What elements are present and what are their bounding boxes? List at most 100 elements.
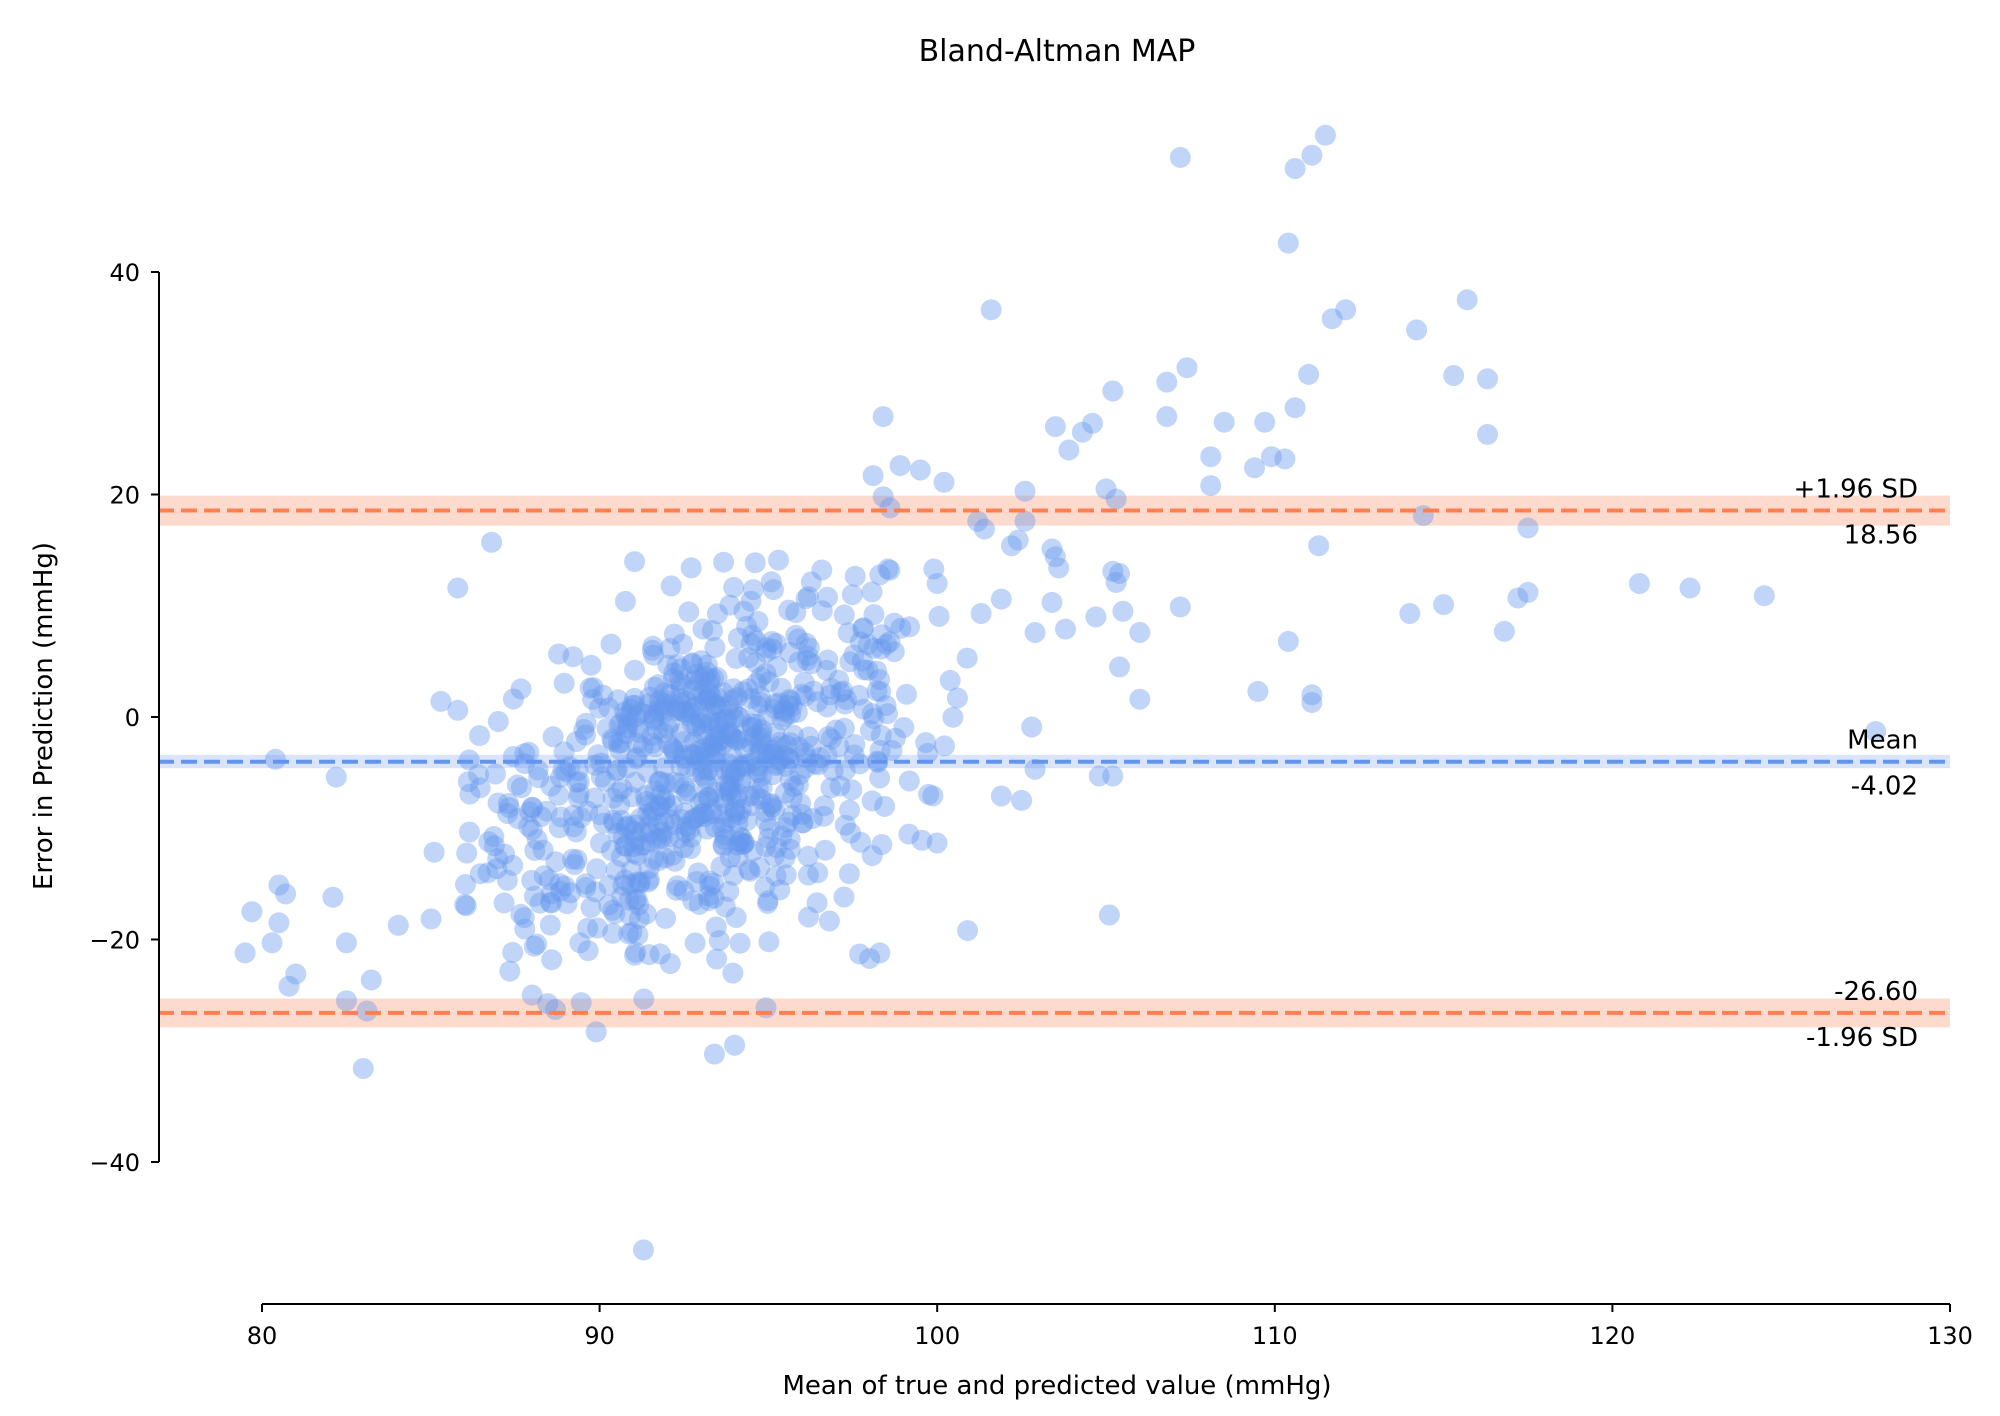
data-point — [761, 743, 783, 765]
data-point — [1679, 577, 1701, 599]
data-point — [764, 722, 786, 744]
data-point — [643, 707, 665, 729]
data-point — [469, 725, 490, 747]
data-point — [881, 739, 903, 761]
data-point — [872, 406, 894, 428]
data-point — [721, 726, 743, 748]
data-point — [630, 834, 652, 856]
data-point — [763, 579, 784, 601]
data-point — [771, 825, 793, 847]
data-point — [723, 707, 745, 729]
data-point — [689, 792, 711, 814]
data-point — [692, 618, 714, 640]
data-point — [638, 869, 660, 891]
data-point — [1105, 571, 1127, 593]
data-point — [598, 894, 620, 916]
data-point — [624, 551, 646, 573]
data-point — [730, 772, 752, 794]
data-point — [758, 931, 780, 953]
data-point — [861, 703, 883, 724]
data-point — [682, 890, 704, 912]
data-point — [750, 686, 771, 708]
data-point — [801, 653, 823, 675]
data-point — [659, 638, 681, 659]
data-point — [663, 623, 685, 645]
data-point — [624, 659, 646, 681]
data-point — [820, 728, 842, 750]
data-point — [615, 723, 637, 745]
data-point — [800, 571, 822, 593]
data-point — [680, 838, 702, 859]
data-point — [241, 901, 263, 923]
data-point — [761, 793, 783, 815]
data-point — [542, 726, 564, 748]
data-point — [554, 875, 576, 897]
data-point — [694, 665, 716, 687]
data-point — [638, 794, 660, 816]
data-point — [1254, 411, 1276, 433]
data-point — [522, 797, 544, 818]
data-point — [696, 654, 718, 676]
data-point — [680, 557, 702, 579]
data-point — [614, 701, 636, 723]
data-point — [770, 677, 792, 699]
data-point — [780, 690, 802, 712]
data-point — [670, 672, 692, 694]
data-point — [1277, 630, 1299, 652]
data-point — [785, 624, 807, 646]
data-point — [782, 724, 804, 746]
data-point — [781, 805, 803, 827]
data-point — [423, 841, 445, 863]
data-point — [683, 731, 705, 753]
data-point — [593, 812, 614, 834]
data-point — [621, 698, 642, 720]
data-point — [455, 874, 476, 895]
data-point — [721, 807, 743, 829]
data-point — [692, 723, 713, 745]
data-point — [1321, 308, 1343, 330]
data-point — [757, 890, 779, 912]
data-point — [709, 729, 731, 751]
data-point — [733, 832, 755, 854]
data-point — [555, 761, 577, 783]
data-point — [879, 497, 901, 519]
data-point — [518, 815, 540, 837]
data-point — [764, 799, 786, 821]
data-point — [741, 717, 763, 739]
data-point — [704, 637, 726, 659]
data-point — [635, 785, 656, 807]
data-point — [592, 684, 614, 706]
data-point — [750, 692, 772, 713]
data-point — [519, 801, 541, 823]
data-point — [325, 766, 347, 788]
data-point — [456, 842, 478, 864]
data-point — [644, 736, 666, 758]
data-point — [1055, 618, 1076, 640]
data-point — [596, 717, 618, 739]
data-point — [624, 687, 645, 709]
data-point — [629, 871, 651, 893]
data-point — [614, 869, 636, 891]
data-point — [740, 688, 762, 710]
data-point — [621, 921, 643, 943]
data-point — [870, 724, 892, 746]
data-point — [730, 707, 752, 728]
data-point — [714, 828, 736, 850]
data-point — [605, 859, 627, 881]
data-point — [698, 890, 720, 911]
data-point — [1102, 560, 1124, 582]
data-point — [654, 847, 676, 869]
data-point — [946, 687, 968, 709]
data-point — [701, 620, 723, 642]
data-point — [828, 669, 850, 691]
data-point — [621, 859, 643, 881]
data-point — [523, 935, 545, 957]
data-point — [861, 581, 883, 603]
data-point — [743, 725, 765, 747]
data-point — [828, 736, 850, 758]
data-point — [663, 739, 685, 761]
data-point — [863, 637, 885, 659]
data-point — [688, 893, 710, 915]
data-point — [621, 694, 643, 716]
data-point — [1753, 585, 1775, 607]
